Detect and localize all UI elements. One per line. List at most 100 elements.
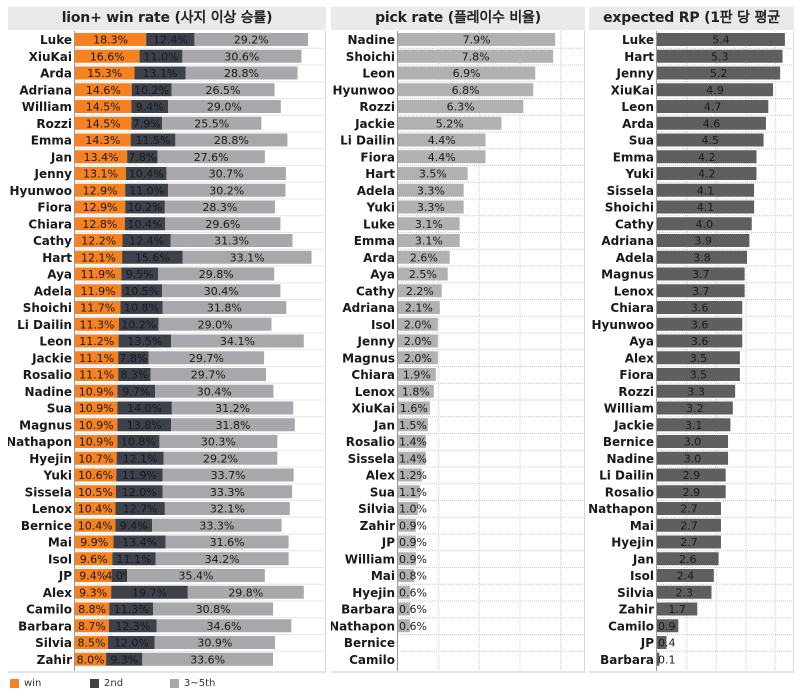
data-label-win-silvia: 8.5% (78, 637, 106, 650)
bar-shoichi (657, 200, 755, 214)
category-label-arda: Arda (40, 67, 72, 81)
bar-3-5th-sua (171, 401, 294, 415)
bar-barbara (398, 602, 410, 616)
legend-item-2nd: 2nd (90, 678, 123, 689)
bar-jackie (657, 418, 731, 432)
category-label-hyejin: Hyejin (29, 452, 72, 466)
data-label-3-5th-rosalio: 29.7% (191, 369, 226, 382)
category-label-shoichi: Shoichi (346, 50, 395, 64)
data-label-2nd-hyejin: 12.1% (123, 452, 158, 465)
category-label-arda: Arda (363, 251, 395, 265)
data-label-rozzi: 3.3 (687, 385, 705, 398)
data-label-rosalio: 2.9 (683, 486, 701, 499)
data-label-magnus: 3.7 (692, 268, 710, 281)
bar-jenny (398, 334, 438, 348)
bar-3-5th-li-dailin (158, 317, 272, 331)
category-label-emma: Emma (31, 134, 72, 148)
data-label-leon: 4.7 (704, 101, 722, 114)
category-label-rozzi: Rozzi (618, 385, 654, 399)
bar-win-isol (75, 552, 113, 566)
data-label-win-xiukai: 16.6% (90, 50, 125, 63)
bar-2nd-jackie (118, 351, 149, 365)
category-label-jan: Jan (50, 150, 72, 164)
bar-3-5th-zahir (142, 652, 274, 666)
bar-2nd-bernice (115, 518, 153, 532)
bar-3-5th-hyejin (163, 451, 278, 465)
data-label-3-5th-barbara: 34.6% (207, 620, 242, 633)
data-label-hyunwoo: 3.6 (691, 318, 709, 331)
data-label-luke: 3.1% (415, 218, 443, 231)
data-label-jackie: 5.2% (436, 117, 464, 130)
bar-rosalio (657, 485, 726, 499)
category-label-camilo: Camilo (26, 603, 72, 617)
bar-arda (398, 250, 450, 264)
data-label-sissela: 1.4% (399, 452, 427, 465)
data-label-yuki: 3.3% (417, 201, 445, 214)
category-label-emma: Emma (354, 234, 395, 248)
data-label-2nd-bernice: 9.4% (120, 519, 148, 532)
category-label-adela: Adela (357, 184, 395, 198)
data-label-3-5th-william: 29.0% (207, 101, 242, 114)
expected-rp-panel: expected RP (1판 당 평균 RP) Luke Hart Jenny Xi… (589, 7, 794, 677)
bar-mai (398, 569, 414, 582)
category-label-hyunwoo: Hyunwoo (591, 318, 654, 332)
expected-rp-chart: Luke Hart Jenny XiuKai Leon Arda Sua Emma Yuki Si… (589, 31, 792, 671)
bar-3-5th-hart (182, 250, 312, 264)
data-label-3-5th-cathy: 31.3% (214, 235, 249, 248)
category-label-isol: Isol (630, 569, 654, 583)
data-label-2nd-magnus: 13.8% (127, 419, 162, 432)
data-label-2nd-yuki: 11.9% (122, 469, 157, 482)
category-label-shoichi: Shoichi (23, 301, 72, 315)
bar-3-5th-nadine (155, 384, 274, 398)
legend-swatch-3-5th (170, 679, 179, 688)
data-label-emma: 3.1% (415, 235, 443, 248)
data-label-2nd-leon: 13.5% (127, 335, 162, 348)
bar-arda (657, 116, 766, 130)
category-label-luke: Luke (622, 33, 654, 47)
category-label-rosalio: Rosalio (346, 435, 395, 449)
bar-2nd-adela (121, 284, 163, 298)
bar-aya (657, 334, 743, 348)
bar-hart (657, 49, 783, 63)
category-label-alex: Alex (43, 586, 73, 600)
bar-2nd-aya (121, 267, 159, 281)
bar-adela (398, 183, 464, 197)
bar-3-5th-nathapon (159, 435, 278, 448)
data-label-fiora: 3.5 (690, 369, 708, 382)
data-label-xiukai: 1.6% (400, 402, 428, 415)
category-label-emma: Emma (613, 150, 654, 164)
bar-bernice (657, 435, 729, 448)
data-label-3-5th-xiukai: 30.6% (224, 50, 259, 63)
category-label-hart: Hart (624, 50, 654, 64)
data-label-zahir: 1.7 (668, 603, 686, 616)
bar-2nd-jp (111, 569, 128, 582)
bar-shoichi (398, 49, 554, 63)
bar-cathy (398, 284, 442, 298)
bar-3-5th-hyunwoo (167, 183, 286, 197)
bar-magnus (398, 351, 438, 365)
data-label-2nd-shoichi: 10.8% (124, 302, 159, 315)
bar-win-magnus (75, 418, 118, 432)
data-label-2nd-jp: 4.0% (105, 570, 133, 583)
bar-barbara (657, 652, 660, 666)
bar-win-sissela (75, 485, 116, 499)
category-label-fiora: Fiora (37, 201, 72, 215)
data-label-jan: 1.5% (399, 419, 427, 432)
bar-3-5th-fiora (164, 200, 275, 214)
data-label-2nd-mai: 13.4% (122, 536, 157, 549)
data-label-3-5th-isol: 34.2% (205, 553, 240, 566)
bar-jan (398, 418, 428, 432)
bar-jackie (398, 116, 502, 130)
bar-adriana (398, 301, 440, 314)
data-label-barbara: 0.6% (399, 603, 427, 616)
data-label-cathy: 4.0 (696, 218, 714, 231)
data-label-3-5th-luke: 29.2% (234, 34, 269, 47)
data-label-sua: 4.5 (702, 134, 720, 147)
data-label-3-5th-fiora: 28.3% (202, 201, 237, 214)
bar-rozzi (657, 384, 736, 398)
bar-win-cathy (75, 234, 123, 247)
bar-win-aya (75, 267, 122, 281)
data-label-win-isol: 9.6% (80, 553, 108, 566)
data-label-adela: 3.8 (693, 251, 711, 264)
bar-leon (398, 66, 536, 80)
